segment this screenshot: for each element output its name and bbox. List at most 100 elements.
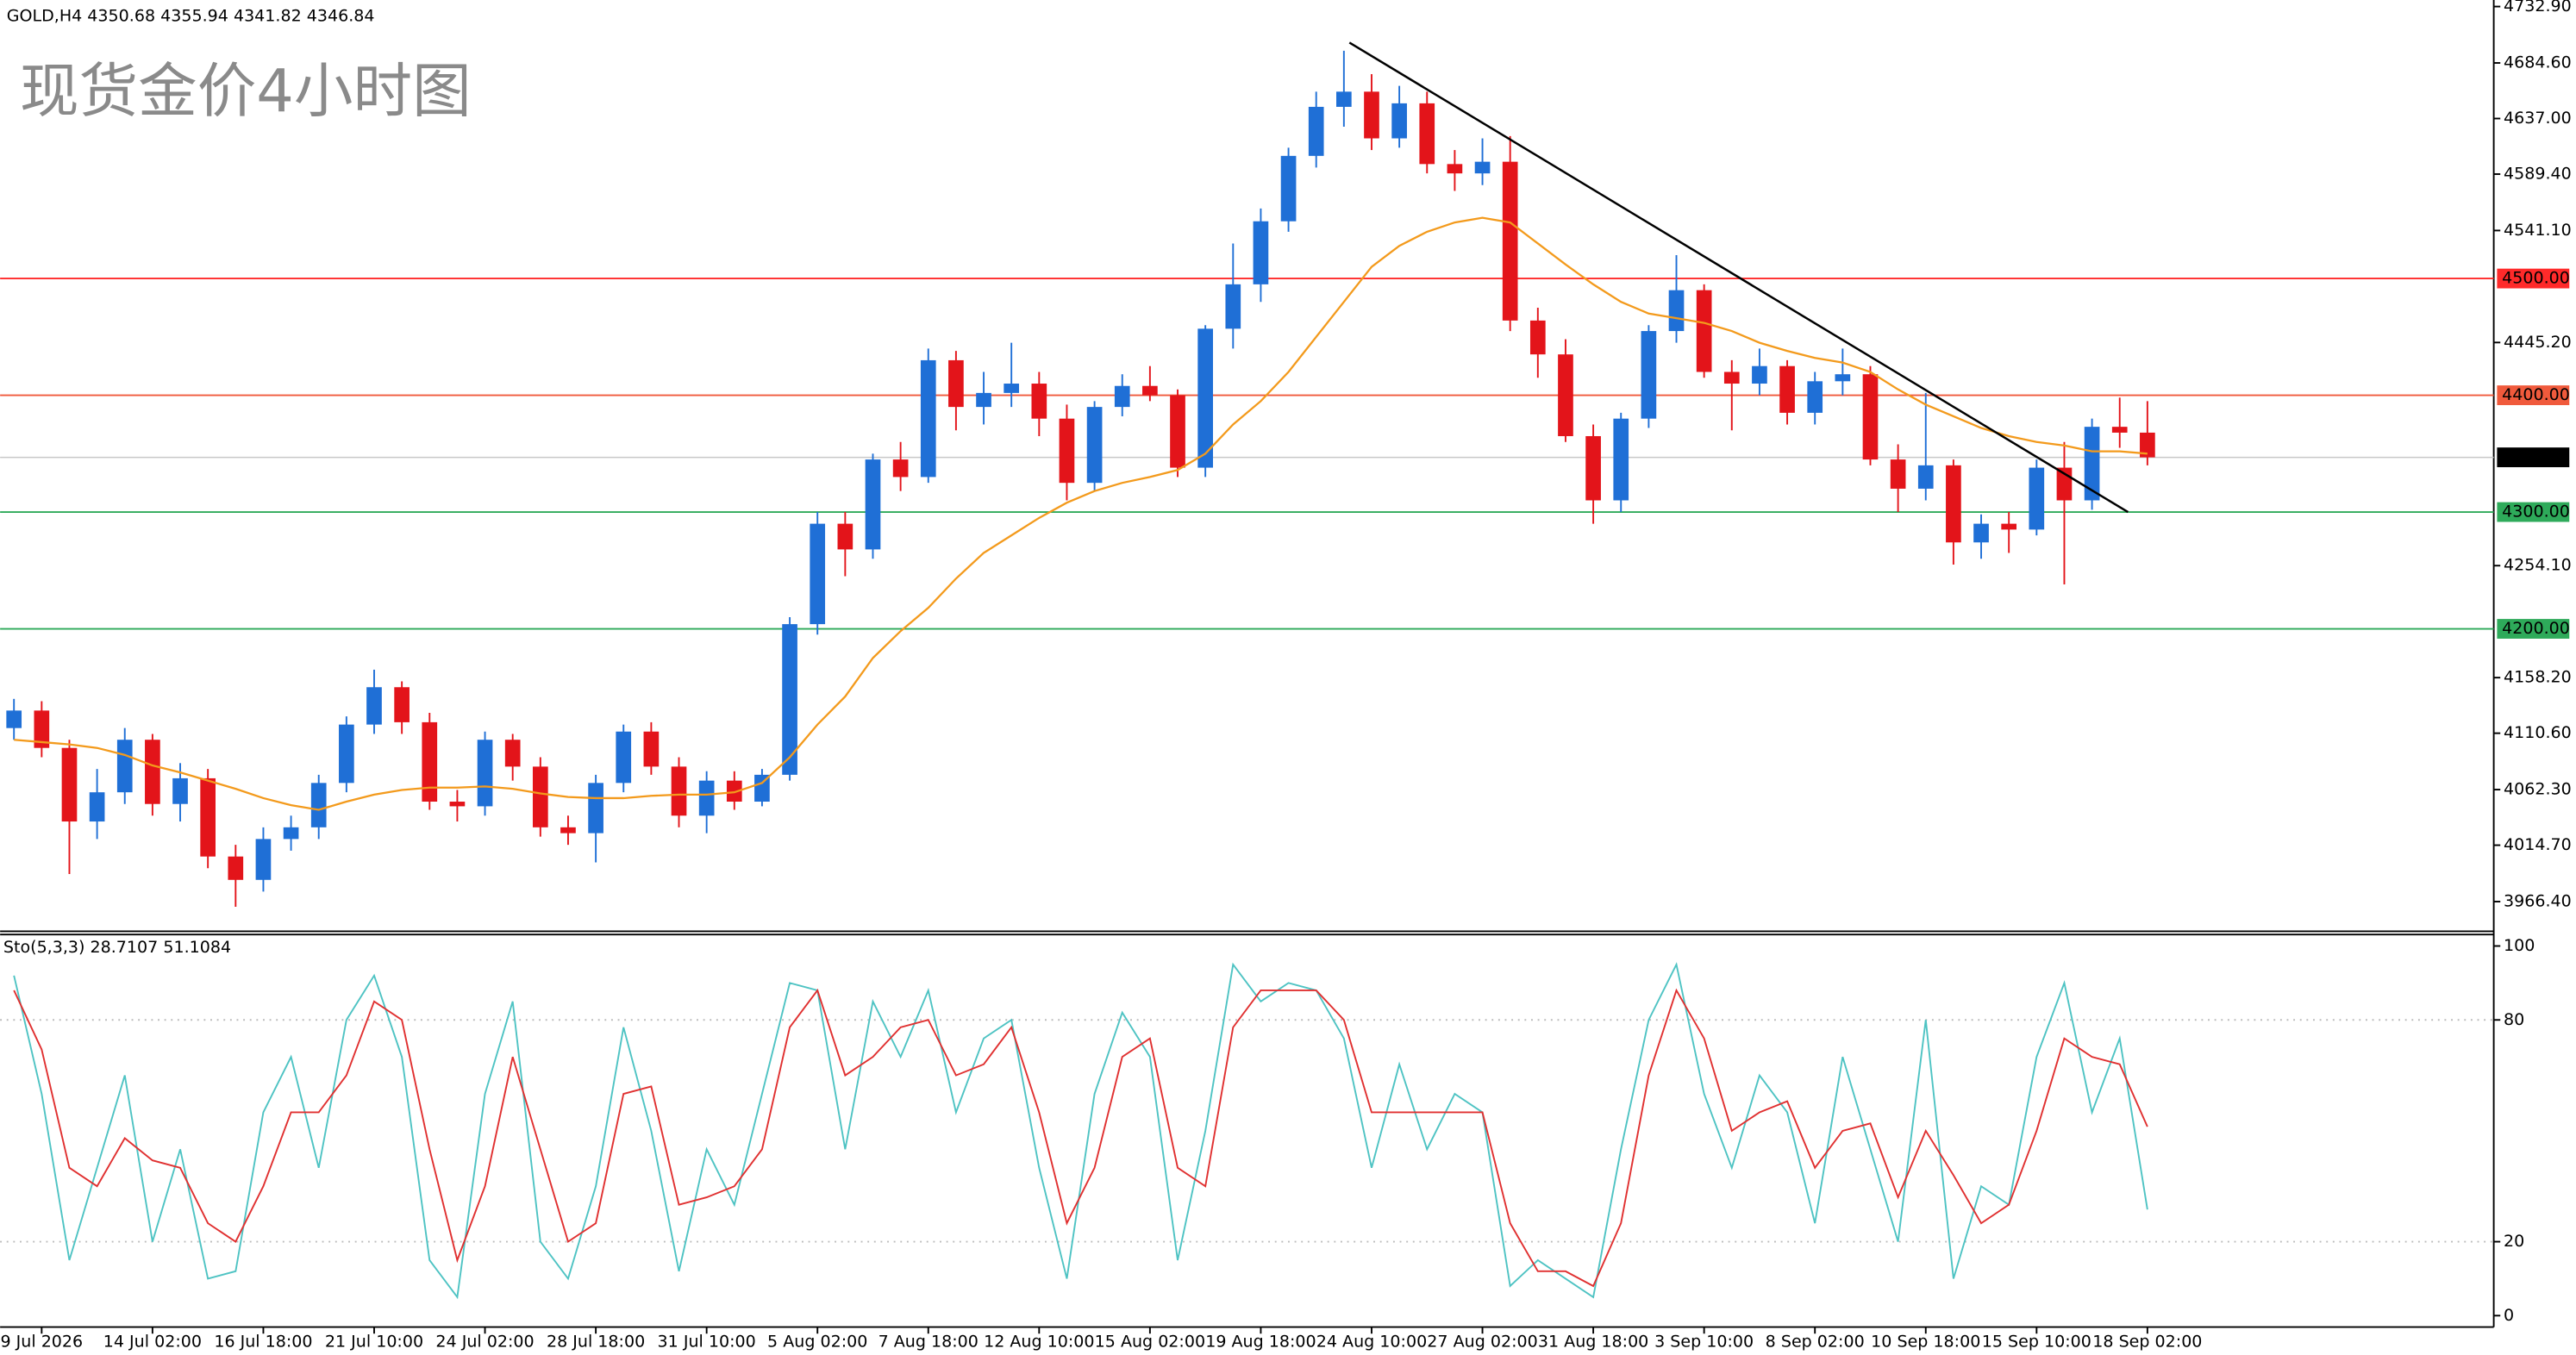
candle-body bbox=[310, 783, 327, 827]
candle-body bbox=[2111, 427, 2128, 433]
candle-body bbox=[1004, 384, 1020, 393]
candle-body bbox=[1973, 523, 1989, 543]
candle-body bbox=[34, 710, 50, 748]
x-tick-label: 9 Jul 2026 bbox=[0, 1332, 83, 1351]
x-tick-label: 31 Aug 18:00 bbox=[1538, 1332, 1648, 1351]
y-tick-label: 20 bbox=[2504, 1232, 2524, 1251]
candle-body bbox=[1225, 284, 1241, 329]
candle-body bbox=[1336, 91, 1352, 107]
y-tick-label: 4110.60 bbox=[2504, 723, 2572, 742]
candle-body bbox=[1059, 418, 1075, 484]
candle-body bbox=[2001, 523, 2017, 530]
candle-body bbox=[1280, 155, 1297, 222]
y-tick-label: 80 bbox=[2504, 1010, 2524, 1029]
x-tick-label: 12 Aug 10:00 bbox=[984, 1332, 1094, 1351]
y-tick-label: 4254.10 bbox=[2504, 556, 2572, 575]
candle-body bbox=[89, 792, 105, 822]
x-tick-label: 16 Jul 18:00 bbox=[214, 1332, 312, 1351]
candle-body bbox=[1170, 395, 1185, 468]
x-tick-label: 27 Aug 02:00 bbox=[1427, 1332, 1537, 1351]
candle-body bbox=[782, 624, 797, 775]
x-tick-label: 14 Jul 02:00 bbox=[103, 1332, 202, 1351]
y-tick-label: 4732.90 bbox=[2504, 0, 2572, 16]
candle-body bbox=[283, 827, 299, 840]
candle-body bbox=[422, 721, 438, 802]
moving-average bbox=[14, 216, 2148, 811]
y-tick-label: 0 bbox=[2504, 1306, 2514, 1325]
candle-body bbox=[1086, 407, 1103, 484]
candle-body bbox=[1668, 290, 1685, 332]
last-price-label: 4346.84 bbox=[2502, 447, 2570, 466]
y-tick-label: 4541.10 bbox=[2504, 221, 2572, 240]
candle-body bbox=[2140, 432, 2155, 458]
candle-body bbox=[837, 523, 853, 550]
level-label-box bbox=[2497, 502, 2570, 522]
y-tick-label: 4014.70 bbox=[2504, 835, 2572, 854]
level-label: 4500.00 bbox=[2502, 269, 2570, 288]
candle-body bbox=[6, 710, 22, 728]
candle-body bbox=[394, 687, 410, 722]
y-tick-label: 3966.40 bbox=[2504, 891, 2572, 910]
candle-body bbox=[1502, 161, 1518, 321]
candle-body bbox=[532, 766, 548, 827]
candle-body bbox=[1253, 221, 1269, 284]
x-tick-label: 21 Jul 10:00 bbox=[325, 1332, 423, 1351]
candle-body bbox=[616, 731, 632, 784]
candle-body bbox=[1752, 365, 1767, 384]
level-label: 4400.00 bbox=[2502, 385, 2570, 404]
x-tick-label: 10 Sep 18:00 bbox=[1871, 1332, 1980, 1351]
x-tick-label: 7 Aug 18:00 bbox=[878, 1332, 979, 1351]
candle-body bbox=[1613, 418, 1629, 501]
candle-body bbox=[477, 740, 493, 807]
y-tick-label: 4445.20 bbox=[2504, 333, 2572, 352]
y-tick-label: 4684.60 bbox=[2504, 53, 2572, 72]
x-tick-label: 18 Sep 02:00 bbox=[2092, 1332, 2202, 1351]
candle-body bbox=[1558, 354, 1573, 436]
candle-body bbox=[1917, 465, 1934, 489]
candle-body bbox=[948, 359, 964, 408]
candle-body bbox=[2029, 467, 2045, 530]
indicator-title: Sto(5,3,3) 28.7107 51.1084 bbox=[3, 938, 231, 957]
chart-header: GOLD,H4 4350.68 4355.94 4341.82 4346.84 bbox=[7, 7, 375, 26]
y-tick-label: 4589.40 bbox=[2504, 164, 2572, 183]
candle-body bbox=[145, 740, 160, 804]
candle-body bbox=[726, 780, 742, 802]
candle-body bbox=[865, 459, 881, 550]
annotation: 现货金价4小时图 bbox=[20, 58, 472, 127]
candle-body bbox=[1890, 459, 1906, 489]
level-label: 4300.00 bbox=[2502, 503, 2570, 521]
indicator-line bbox=[13, 962, 2148, 1300]
candle-body bbox=[255, 839, 272, 880]
candle-body bbox=[588, 783, 603, 834]
last-price-box bbox=[2497, 447, 2570, 468]
candle-body bbox=[228, 856, 244, 880]
candle-body bbox=[504, 740, 521, 767]
candle-body bbox=[1391, 103, 1407, 139]
x-tick-label: 19 Aug 18:00 bbox=[1205, 1332, 1316, 1351]
x-tick-label: 5 Aug 02:00 bbox=[767, 1332, 867, 1351]
candle-body bbox=[1031, 384, 1047, 419]
candle-body bbox=[1696, 290, 1712, 372]
x-tick-label: 8 Sep 02:00 bbox=[1766, 1332, 1865, 1351]
x-tick-label: 31 Jul 10:00 bbox=[658, 1332, 756, 1351]
candle-body bbox=[671, 766, 687, 816]
candle-body bbox=[61, 747, 78, 822]
x-tick-label: 15 Aug 02:00 bbox=[1095, 1332, 1205, 1351]
candle-body bbox=[698, 780, 715, 816]
x-tick-label: 28 Jul 18:00 bbox=[547, 1332, 645, 1351]
candle-body bbox=[892, 459, 909, 478]
y-tick-label: 4637.00 bbox=[2504, 109, 2572, 128]
x-tick-label: 15 Sep 10:00 bbox=[1982, 1332, 2091, 1351]
candle-body bbox=[1585, 435, 1601, 501]
candle-body bbox=[1807, 381, 1823, 413]
candle-body bbox=[920, 359, 936, 478]
candle-body bbox=[339, 724, 354, 784]
candle-body bbox=[366, 687, 382, 725]
candle-body bbox=[449, 802, 466, 807]
candle-body bbox=[560, 827, 576, 834]
candle-body bbox=[1641, 331, 1657, 419]
trendline bbox=[1348, 41, 2129, 514]
y-tick-label: 100 bbox=[2504, 936, 2535, 955]
candle-body bbox=[1946, 465, 1961, 543]
